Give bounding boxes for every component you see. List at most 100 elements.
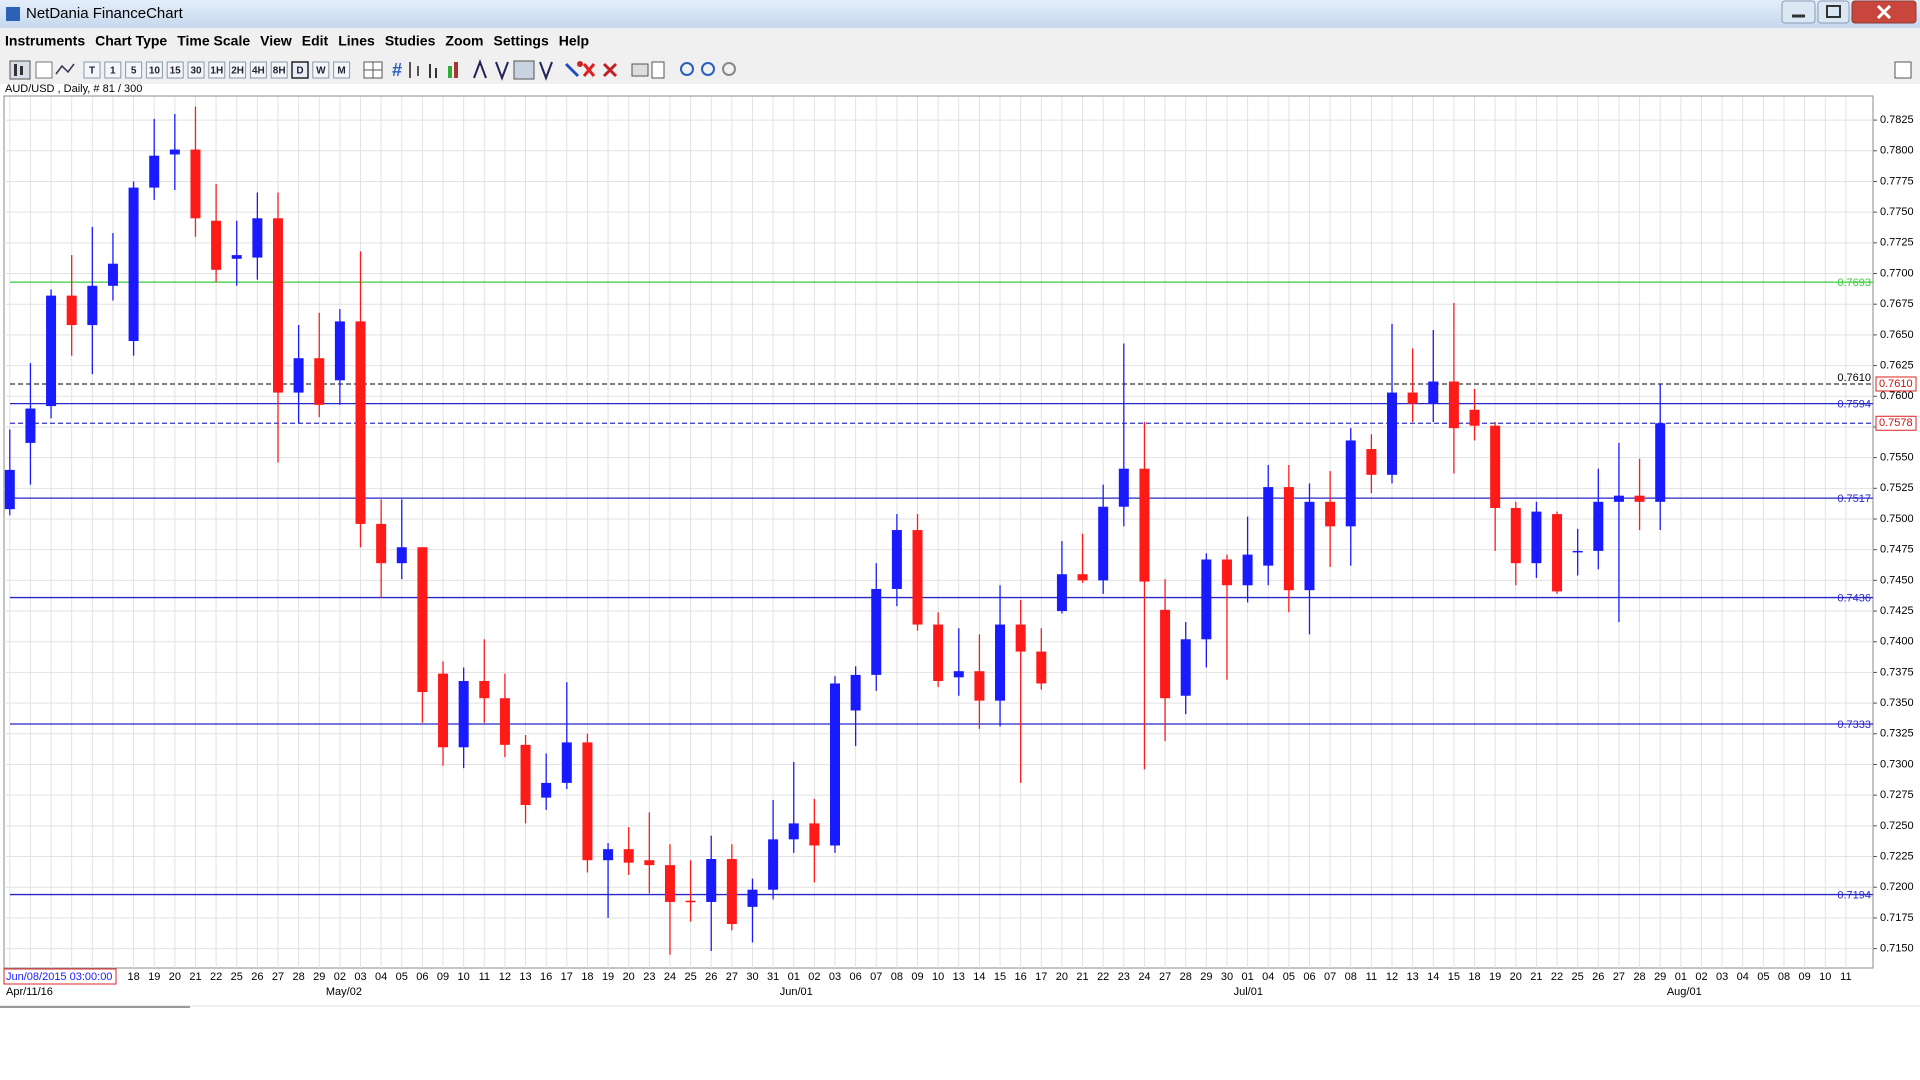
candle-body [664,865,675,902]
x-tick-label: 09 [1798,971,1810,983]
menu-item[interactable]: Settings [494,33,549,49]
level-label: 0.7194 [1837,889,1871,901]
y-tick-label: 0.7225 [1880,850,1914,862]
y-tick-label: 0.7300 [1880,758,1914,770]
timescale-button[interactable] [249,61,267,79]
x-tick-label: 26 [1592,971,1604,983]
x-tick-label: 05 [1283,971,1295,983]
timescale-button[interactable] [291,61,309,79]
candle-body [1634,495,1645,502]
y-tick-label: 0.7175 [1880,912,1914,924]
x-tick-label: 02 [808,971,820,983]
candle-body [974,671,985,701]
level-label: 0.7594 [1837,399,1871,411]
x-tick-label: 14 [973,971,985,983]
candle-body [396,547,407,564]
timescale-label: 15 [170,66,182,77]
x-tick-label: 29 [1654,971,1666,983]
y-tick-label: 0.7475 [1880,544,1914,556]
symbol-info: AUD/USD , Daily, # 81 / 300 [5,83,142,95]
candle-body [1448,381,1459,429]
candle-body [252,218,263,258]
menu-item[interactable]: View [260,33,292,49]
x-tick-label: 03 [354,971,366,983]
timescale-button[interactable] [333,61,351,79]
x-tick-label: 08 [1778,971,1790,983]
candle-body [644,860,655,866]
menu-item[interactable]: Lines [338,33,375,49]
y-tick-label: 0.7775 [1880,175,1914,187]
x-tick-label: 20 [169,971,181,983]
y-tick-label: 0.7275 [1880,789,1914,801]
menu-item[interactable]: Instruments [5,33,85,49]
y-tick-label: 0.7750 [1880,206,1914,218]
candle-body [1325,501,1336,527]
menu-item[interactable]: Zoom [445,33,483,49]
candle-body [169,149,180,155]
candle-body [623,849,634,863]
candle-body [1469,409,1480,426]
x-tick-label: 19 [148,971,160,983]
timescale-button[interactable] [83,61,101,79]
candle-body [1387,392,1398,475]
menu-item[interactable]: Edit [302,33,329,49]
x-tick-label: 27 [1613,971,1625,983]
candle-body [231,255,242,259]
menu-item[interactable]: Time Scale [177,33,250,49]
candle-body [933,624,944,682]
menu-item[interactable]: Chart Type [95,33,167,49]
x-tick-label: 11 [1366,971,1377,983]
x-tick-label: 06 [416,971,428,983]
x-tick-label: 11 [1840,971,1851,983]
x-tick-label: 26 [705,971,717,983]
timescale-button[interactable] [229,61,247,79]
x-tick-label: 01 [788,971,800,983]
timescale-button[interactable] [104,61,122,79]
candle-body [107,263,118,286]
candle-body [541,782,552,798]
x-tick-label: 06 [1303,971,1315,983]
x-tick-label: 04 [1262,971,1274,983]
timescale-label: T [89,66,95,77]
candle-body [850,674,861,711]
timescale-button[interactable] [187,61,205,79]
y-tick-label: 0.7825 [1880,114,1914,126]
y-tick-label: 0.7200 [1880,881,1914,893]
menu-item[interactable]: Studies [385,33,436,49]
x-tick-label: 07 [870,971,882,983]
x-tick-label: 17 [561,971,573,983]
timescale-button[interactable] [145,61,163,79]
x-tick-label: 09 [437,971,449,983]
candle-body [1160,609,1171,699]
candle-body [1077,574,1088,581]
y-tick-label: 0.7650 [1880,329,1914,341]
timescale-button[interactable] [208,61,226,79]
candle-body [1428,381,1439,404]
x-tick-label: 10 [1819,971,1831,983]
x-tick-label: 16 [540,971,552,983]
candle-body [314,358,325,405]
timescale-button[interactable] [270,61,288,79]
candle-body [438,673,449,748]
x-tick-label: 26 [251,971,263,983]
x-tick-label: 25 [684,971,696,983]
candle-body [149,155,160,188]
y-tick-label: 0.7450 [1880,574,1914,586]
y-tick-label: 0.7375 [1880,666,1914,678]
timescale-button[interactable] [166,61,184,79]
y-tick-label: 0.7550 [1880,452,1914,464]
candle-body [830,683,840,846]
candle-body [1118,468,1129,507]
maximize-button[interactable] [1817,0,1850,24]
candle-body [46,295,57,407]
minimize-button[interactable] [1781,0,1816,24]
x-tick-label: 28 [1633,971,1645,983]
x-tick-label: 30 [746,971,758,983]
timescale-button[interactable] [312,61,330,79]
x-tick-label: 20 [1510,971,1522,983]
timescale-button[interactable] [125,61,143,79]
menu-item[interactable]: Help [559,33,589,49]
month-label: May/02 [326,986,362,998]
candle-body [1139,468,1150,582]
timescale-label: 10 [149,66,161,77]
